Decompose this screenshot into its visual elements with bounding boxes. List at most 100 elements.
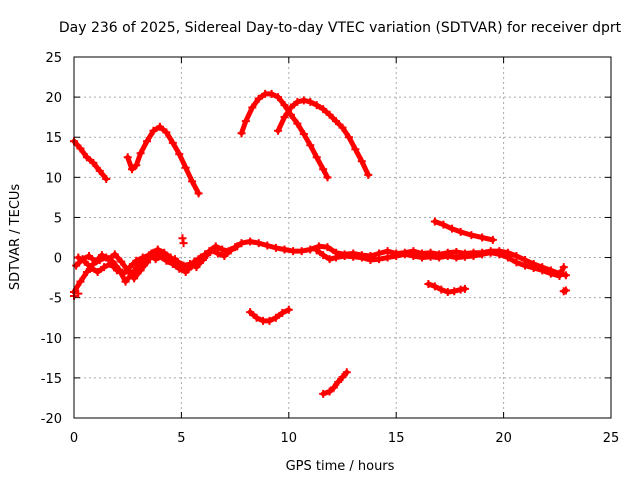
data-point	[271, 243, 280, 252]
data-point	[254, 94, 263, 103]
data-point	[218, 245, 227, 254]
data-point	[332, 253, 341, 262]
data-point	[366, 255, 375, 264]
data-point	[400, 250, 409, 259]
data-point	[181, 163, 190, 172]
y-tick-label: -20	[41, 412, 62, 427]
data-point	[319, 389, 328, 398]
y-tick-label: -15	[41, 372, 62, 387]
data-point	[110, 250, 119, 259]
data-point	[456, 227, 465, 236]
data-point	[448, 224, 457, 233]
series-arc-8	[74, 251, 212, 278]
data-point	[319, 105, 328, 114]
series-arc-4	[274, 96, 373, 179]
y-axis-label: SDTVAR / TECUs	[8, 184, 23, 291]
x-tick-label: 5	[177, 431, 185, 446]
data-point	[85, 251, 94, 260]
data-point	[450, 287, 459, 296]
data-point	[132, 161, 141, 170]
data-point	[323, 173, 332, 182]
data-point	[80, 257, 89, 266]
data-point	[106, 259, 115, 268]
data-point	[430, 217, 439, 226]
data-point	[136, 266, 145, 275]
data-point	[559, 263, 568, 272]
data-point	[271, 313, 280, 322]
data-point	[190, 257, 199, 266]
series-arc-5	[430, 217, 497, 244]
data-point	[237, 129, 246, 138]
data-point	[175, 150, 184, 159]
data-point	[76, 277, 85, 286]
data-point	[460, 252, 469, 261]
data-point	[263, 241, 272, 250]
data-point	[74, 289, 83, 298]
data-point	[91, 257, 100, 266]
data-point	[252, 313, 261, 322]
plot-frame	[73, 56, 612, 419]
data-point	[143, 137, 152, 146]
data-point	[342, 368, 351, 377]
data-point	[82, 153, 91, 162]
data-point	[280, 245, 289, 254]
data-point	[237, 239, 246, 248]
data-point	[312, 153, 321, 162]
data-point	[340, 251, 349, 260]
series-trace	[71, 239, 569, 295]
y-tick-label: 15	[45, 131, 62, 146]
data-point	[211, 242, 220, 251]
data-point	[158, 252, 167, 261]
data-point	[89, 158, 98, 167]
data-point	[203, 251, 212, 260]
data-point	[546, 269, 555, 278]
x-tick-label: 20	[495, 431, 512, 446]
series-arc-3	[237, 89, 332, 182]
data-point	[424, 280, 433, 289]
x-tick-label: 25	[603, 431, 620, 446]
data-point	[254, 239, 263, 248]
chart-title: Day 236 of 2025, Sidereal Day-to-day VTE…	[59, 20, 622, 36]
data-point	[306, 97, 315, 106]
data-point	[151, 255, 160, 264]
data-point	[183, 265, 192, 274]
x-tick-label: 0	[70, 431, 78, 446]
data-point	[325, 255, 334, 264]
data-point	[100, 263, 109, 272]
data-point	[289, 247, 298, 256]
data-point	[164, 256, 173, 265]
data-point	[267, 89, 276, 98]
y-tick-label: 20	[45, 91, 62, 106]
data-point	[246, 308, 255, 317]
series-trace	[71, 138, 109, 182]
data-point	[179, 239, 188, 248]
data-point	[323, 243, 332, 252]
data-point	[460, 284, 469, 293]
data-points	[70, 89, 570, 398]
data-point	[213, 249, 222, 258]
data-point	[469, 251, 478, 260]
data-point	[207, 246, 216, 255]
x-axis-label: GPS time / hours	[286, 459, 395, 474]
data-point	[409, 251, 418, 260]
data-point	[319, 165, 328, 174]
data-point	[338, 123, 347, 132]
data-point	[188, 177, 197, 186]
data-point	[265, 316, 274, 325]
data-point	[196, 253, 205, 262]
data-point	[383, 253, 392, 262]
data-point	[121, 277, 130, 286]
data-point	[293, 119, 302, 128]
data-point	[138, 253, 147, 262]
data-point	[435, 253, 444, 262]
series-arc-2	[123, 122, 203, 198]
data-point	[293, 97, 302, 106]
data-point	[299, 96, 308, 105]
data-point	[349, 252, 358, 261]
data-point	[168, 138, 177, 147]
data-point	[561, 286, 570, 295]
data-point	[125, 263, 134, 272]
data-point	[443, 251, 452, 260]
y-tick-label: 25	[45, 51, 62, 66]
data-point	[104, 255, 113, 264]
